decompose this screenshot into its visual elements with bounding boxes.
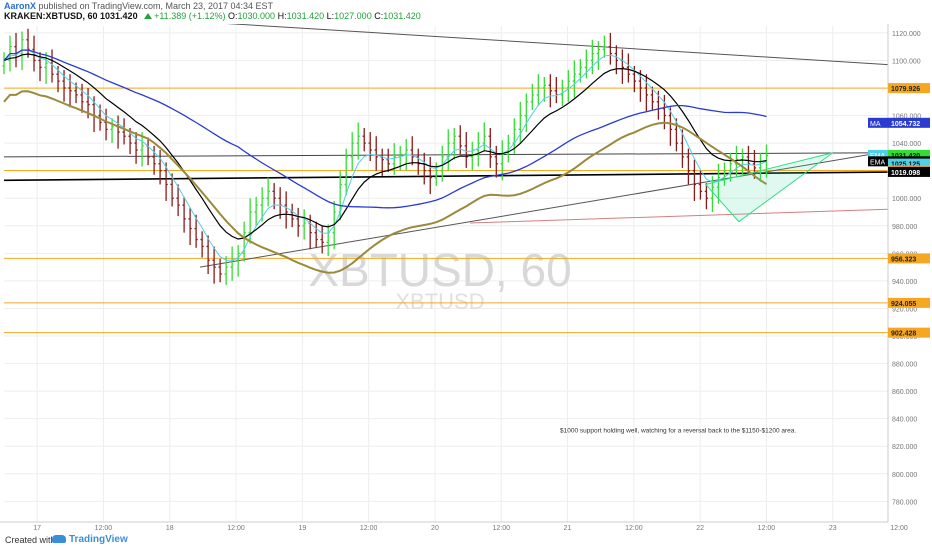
open-value: 1030.000: [237, 11, 276, 21]
up-arrow-icon: [144, 13, 153, 19]
symbol-label: KRAKEN:XBTUSD, 60: [4, 11, 98, 21]
published-text: published on TradingView.com, March 23, …: [38, 1, 274, 11]
chart-footer: Created with TradingView: [0, 532, 932, 550]
tradingview-logo[interactable]: TradingView: [52, 534, 128, 545]
price-label-box: [888, 166, 930, 177]
close-value: 1031.420: [383, 11, 421, 21]
price-tick-label: 780.000: [892, 499, 917, 506]
high-label: H:: [277, 11, 287, 21]
time-tick-label: 21: [564, 525, 572, 532]
price-label-text: 1054.732: [891, 121, 920, 128]
tradingview-brand: TradingView: [69, 534, 128, 545]
overlay-tag: [868, 149, 888, 160]
price-label-box: [888, 117, 930, 128]
price-label-box: [888, 149, 930, 160]
time-tick-label: 12:00: [625, 525, 643, 532]
time-tick-label: 22: [696, 525, 704, 532]
trendline-red: [469, 208, 889, 224]
price-tick-label: 940.000: [892, 279, 917, 286]
close-label: C:: [374, 11, 384, 21]
chart-annotation: $1000 support holding well, watching for…: [560, 427, 796, 434]
time-tick-label: 12:00: [227, 525, 245, 532]
time-tick-label: 19: [298, 525, 306, 532]
price-label-text: 902.428: [891, 331, 916, 338]
price-tick-label: 840.000: [892, 417, 917, 424]
overlay-tag: [868, 117, 888, 128]
time-tick-label: 12:00: [758, 525, 776, 532]
time-tick-label: 12:00: [360, 525, 378, 532]
time-tick-label: 20: [431, 525, 439, 532]
price-label-box: [888, 158, 930, 169]
time-axis-bg: [0, 522, 932, 532]
trendline-support: [3, 171, 889, 182]
low-value: 1027.000: [334, 11, 372, 21]
overlay-tag-name: EMA: [870, 159, 886, 166]
open-label: O:: [228, 11, 238, 21]
price-tick-label: 880.000: [892, 362, 917, 369]
time-tick-label: 12:00: [492, 525, 510, 532]
price-tick-label: 1040.000: [892, 141, 921, 148]
author-link[interactable]: AaronX: [4, 1, 37, 11]
price-label-text: 1079.926: [891, 86, 920, 93]
price-tick-label: 820.000: [892, 444, 917, 451]
time-tick-label: 17: [33, 525, 41, 532]
price-label-box: [888, 83, 930, 94]
price-tick-label: 860.000: [892, 389, 917, 396]
ema-fast-line: [3, 49, 767, 261]
price-tick-label: 1120.000: [892, 31, 921, 38]
publish-info: AaronX published on TradingView.com, Mar…: [4, 1, 273, 11]
price-tick-label: 800.000: [892, 472, 917, 479]
price-axis-bg: [888, 24, 932, 522]
ma-offset-line: [3, 90, 768, 274]
price-label-box: [888, 297, 930, 308]
watermark-big: XBTUSD, 60: [308, 244, 571, 296]
watermark-small: XBTUSD: [395, 289, 484, 314]
price-tick-label: 920.000: [892, 306, 917, 313]
overlay-tag: [868, 156, 888, 167]
time-tick-label: 23: [829, 525, 837, 532]
tradingview-cloud-icon: [52, 535, 66, 543]
trendline-rising: [199, 150, 889, 268]
price-label-text: 956.323: [891, 256, 916, 263]
high-value: 1031.420: [286, 11, 325, 21]
price-tick-label: 1000.000: [892, 196, 921, 203]
trendline-middle: [3, 152, 889, 158]
time-tick-label: 18: [166, 525, 174, 532]
low-label: L:: [326, 11, 335, 21]
price-change: +11.389 (+1.12%): [154, 11, 226, 21]
trendline-upper: [226, 24, 889, 66]
price-tick-label: 1100.000: [892, 58, 921, 65]
price-label-text: 924.055: [891, 301, 916, 308]
price-label-text: 1019.098: [891, 170, 920, 177]
chart-header: AaronX published on TradingView.com, Mar…: [0, 0, 932, 24]
time-tick-label: 12:00: [890, 525, 908, 532]
price-label-box: [888, 327, 930, 338]
ema-slow-line: [3, 53, 767, 240]
created-with-label: Created with: [5, 535, 56, 545]
price-label-box: [888, 253, 930, 264]
overlay-tag-name: MA: [870, 121, 881, 128]
price-tick-label: 1060.000: [892, 114, 921, 121]
ma-line: [3, 49, 767, 209]
last-price: 1031.420: [100, 11, 138, 21]
price-tick-label: 980.000: [892, 224, 917, 231]
time-tick-label: 12:00: [95, 525, 113, 532]
ohlc-line: KRAKEN:XBTUSD, 60 1031.420 +11.389 (+1.1…: [4, 11, 421, 21]
triangle-pattern: [704, 152, 834, 223]
price-label-text: 1025.125: [891, 162, 920, 169]
